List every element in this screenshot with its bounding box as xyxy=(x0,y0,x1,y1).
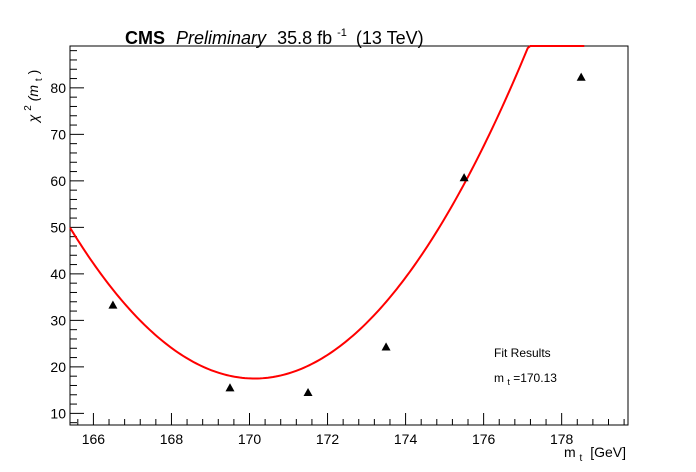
y-axis-tick-labels: 10 20 30 40 50 60 70 80 xyxy=(50,80,66,422)
lumi-exponent: -1 xyxy=(337,27,347,39)
plot-frame xyxy=(69,45,629,426)
y-tick-label: 70 xyxy=(50,126,66,142)
data-point-marker xyxy=(303,387,313,397)
x-tick-label: 170 xyxy=(238,431,262,447)
y-axis-title-open: (m xyxy=(25,85,41,102)
chart-header: CMS Preliminary 35.8 fb -1 (13 TeV) xyxy=(125,20,424,48)
data-point-marker xyxy=(576,72,586,81)
data-point-marker xyxy=(459,173,469,182)
fit-mt-value: =170.13 xyxy=(513,371,557,385)
y-axis-title: χ 2 (m t ) xyxy=(18,70,45,125)
x-tick-label: 166 xyxy=(82,431,106,447)
x-axis-title-unit: [GeV] xyxy=(590,444,626,460)
data-points xyxy=(108,72,586,397)
data-point-marker xyxy=(225,383,235,392)
fit-mt-prefix: m xyxy=(494,371,504,385)
x-tick-label: 176 xyxy=(472,431,496,447)
y-tick-label: 30 xyxy=(50,312,66,328)
data-point-marker xyxy=(381,342,391,351)
fit-curve xyxy=(69,45,585,380)
energy-label: (13 TeV) xyxy=(356,28,424,48)
x-axis-ticks xyxy=(77,413,625,425)
y-axis-title-sub: t xyxy=(34,78,45,81)
y-tick-label: 60 xyxy=(50,173,66,189)
x-tick-label: 174 xyxy=(394,431,418,447)
y-tick-label: 40 xyxy=(50,266,66,282)
status-label: Preliminary xyxy=(176,28,267,48)
fit-results-title: Fit Results xyxy=(494,346,551,360)
x-axis-title-sub: t xyxy=(580,453,583,464)
x-axis-tick-labels: 166 168 170 172 174 176 178 xyxy=(82,431,574,447)
y-tick-label: 50 xyxy=(50,219,66,235)
x-axis-title: m t [GeV] xyxy=(564,444,626,464)
y-tick-label: 10 xyxy=(50,405,66,421)
experiment-label: CMS xyxy=(125,28,165,48)
lumi-value: 35.8 fb xyxy=(277,28,332,48)
y-axis-title-sup: 2 xyxy=(23,105,34,111)
data-point-marker xyxy=(108,300,118,309)
x-tick-label: 172 xyxy=(316,431,340,447)
y-axis-title-chi: χ xyxy=(25,114,41,124)
fit-mt-result: m t =170.13 xyxy=(494,371,557,388)
x-tick-label: 168 xyxy=(160,431,184,447)
x-axis-title-main: m xyxy=(564,444,576,460)
fit-mt-sub: t xyxy=(507,377,510,387)
y-tick-label: 20 xyxy=(50,359,66,375)
y-axis-title-close: ) xyxy=(25,70,41,75)
y-axis-ticks xyxy=(70,50,84,424)
y-tick-label: 80 xyxy=(50,80,66,96)
x-tick-label: 178 xyxy=(550,431,574,447)
